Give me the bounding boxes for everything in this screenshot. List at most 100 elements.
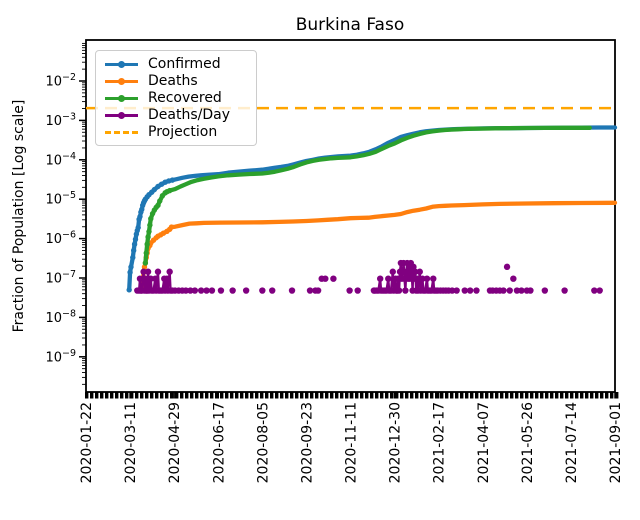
x-daily-tick-band	[84, 392, 620, 399]
deaths-per-day-marker	[142, 275, 149, 282]
x-tick-label: 2021-09-01	[608, 402, 624, 483]
deaths-per-day-marker	[541, 287, 549, 294]
series-confirmed-marker	[151, 186, 158, 193]
deaths-per-day-marker	[513, 287, 521, 294]
y-tick-label: 10−4	[45, 151, 76, 169]
y-tick-label: 10−9	[45, 348, 76, 366]
deaths-per-day-marker	[385, 275, 392, 282]
deaths-per-day-marker	[406, 275, 414, 282]
series-recovered-marker	[166, 187, 173, 194]
deaths-per-day-line-sample-icon	[105, 111, 138, 119]
series-confirmed-marker	[131, 241, 138, 247]
deaths-per-day-marker	[500, 287, 507, 294]
deaths-per-day-marker	[242, 287, 250, 294]
legend-label-deaths-per-day: Deaths/Day	[148, 107, 230, 123]
series-confirmed-marker	[132, 236, 139, 242]
deaths-per-day-marker	[140, 268, 147, 275]
deaths-per-day-marker	[376, 275, 384, 282]
x-tick-label: 2020-11-11	[344, 402, 360, 483]
series-recovered-marker	[148, 215, 154, 222]
deaths-per-day-marker	[561, 287, 568, 294]
x-tick-label: 2021-02-17	[432, 402, 448, 483]
series-confirmed-marker	[127, 269, 133, 275]
deaths-per-day-marker	[466, 287, 474, 294]
series-recovered-marker	[145, 234, 151, 240]
deaths-per-day-marker	[410, 263, 417, 271]
deaths-per-day-marker	[354, 287, 361, 294]
deaths-per-day-marker	[330, 275, 337, 282]
confirmed-line-sample-icon	[105, 60, 138, 68]
x-tick-label: 2020-06-17	[211, 402, 227, 483]
chart-title: Burkina Faso	[296, 15, 404, 35]
legend-item-0: Confirmed	[105, 57, 247, 71]
x-tick-label: 2020-03-11	[123, 402, 139, 483]
deaths-per-day-marker	[152, 275, 159, 282]
plot-border	[85, 39, 616, 393]
deaths-per-day-marker	[182, 287, 190, 294]
series-recovered-marker	[144, 241, 150, 247]
deaths-per-day-marker	[163, 275, 171, 282]
series-confirmed-marker	[135, 224, 141, 231]
deaths-per-day-marker	[419, 275, 426, 282]
deaths-per-day-marker	[191, 287, 199, 294]
series-recovered-marker	[146, 228, 152, 235]
legend-item-3: Deaths/Day	[105, 108, 247, 122]
deaths-per-day-marker	[197, 287, 205, 294]
deaths-per-day-marker	[136, 275, 144, 282]
deaths-per-day-marker	[147, 275, 154, 282]
x-tick-label: 2020-08-05	[255, 402, 271, 483]
deaths-per-day-marker	[389, 268, 396, 275]
deaths-per-day-marker	[269, 287, 276, 294]
series-confirmed-marker	[139, 206, 145, 213]
legend-item-2: Recovered	[105, 91, 247, 105]
series-confirmed-marker	[126, 287, 132, 293]
y-tick-label: 10−5	[45, 190, 76, 208]
y-tick-label: 10−7	[45, 269, 76, 287]
deaths-per-day-marker	[518, 287, 525, 294]
series-recovered-marker	[147, 222, 153, 228]
legend-label-deaths: Deaths	[148, 73, 198, 89]
series-confirmed-marker	[137, 213, 143, 220]
series-confirmed-marker	[128, 264, 134, 270]
deaths-per-day-marker	[596, 287, 603, 294]
deaths-per-day-marker	[187, 287, 194, 294]
legend-label-confirmed: Confirmed	[148, 56, 221, 72]
x-tick-label: 2021-07-14	[564, 402, 580, 483]
y-tick-label: 10−3	[45, 111, 76, 128]
deaths-per-day-marker	[203, 287, 210, 294]
deaths-per-day-marker	[416, 268, 423, 275]
x-tick-label: 2020-04-29	[167, 402, 183, 483]
deaths-per-day-marker	[473, 287, 480, 294]
deaths-per-day-marker	[208, 287, 216, 294]
deaths-per-day-marker	[306, 287, 314, 294]
series-layer	[86, 106, 618, 294]
x-tick-label: 2021-04-07	[476, 402, 492, 483]
legend: Confirmed Deaths Recovered Deaths/Day Pr…	[95, 50, 257, 146]
x-tick-label: 2020-12-30	[388, 402, 404, 483]
deaths-per-day-marker	[288, 287, 296, 294]
series-recovered-marker	[143, 250, 149, 256]
deaths-per-day-marker	[154, 268, 162, 275]
y-tick-label: 10−2	[45, 72, 76, 90]
axes: 10−2 10−3 10−4 10−5 10−6 10−7 10−8 10−9 2020-01-…	[45, 39, 624, 483]
recovered-line-sample-icon	[105, 94, 138, 102]
deaths-per-day-marker	[591, 287, 598, 294]
deaths-per-day-marker	[403, 268, 410, 275]
deaths-per-day-marker	[144, 268, 152, 275]
deaths-per-day-marker	[448, 287, 456, 294]
y-axis-label: Fraction of Population [Log scale]	[11, 100, 27, 333]
deaths-per-day-marker	[506, 287, 513, 294]
legend-label-projection: Projection	[148, 124, 218, 140]
deaths-per-day-marker	[346, 287, 353, 294]
deaths-per-day-marker	[510, 275, 517, 282]
deaths-per-day-marker	[166, 268, 173, 275]
deaths-per-day-marker	[453, 287, 460, 294]
deaths-per-day-marker	[259, 287, 266, 294]
series-deaths-marker	[168, 224, 175, 230]
deaths-per-day-marker	[527, 287, 534, 294]
series-recovered-marker	[157, 198, 163, 204]
series-confirmed-marker	[130, 254, 136, 261]
deaths-line-sample-icon	[105, 77, 138, 85]
deaths-per-day-marker	[413, 275, 421, 282]
